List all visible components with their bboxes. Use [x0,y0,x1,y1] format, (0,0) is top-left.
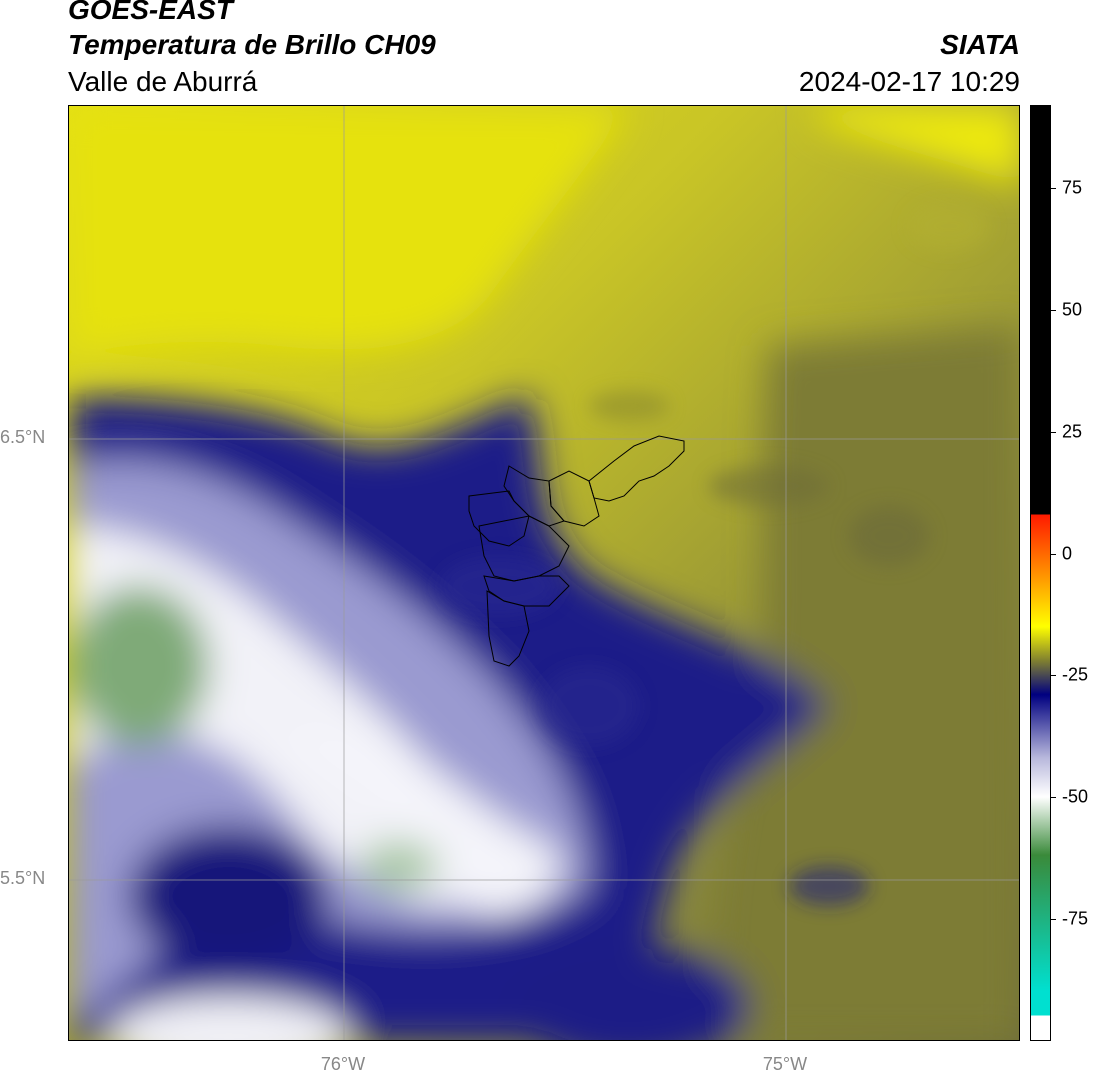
white-cloud-south [269,727,560,914]
title-region: Valle de Aburrá [68,66,258,97]
texture-blob [589,391,669,421]
colorbar-tick-label: 50 [1062,299,1083,320]
texture-blob [789,866,869,906]
green-cold-top [69,586,209,746]
brand-label: SIATA [940,29,1020,60]
cloud-field [69,106,1019,1040]
texture-blob [539,666,639,746]
navy-core-south-east [509,946,749,1040]
boundary-west [468,490,530,547]
lon-label-76: 76°W [320,1054,366,1074]
map-panel [68,105,1020,1041]
lat-label-6.5: 6.5°N [0,427,46,447]
boundary-north-west [503,465,565,527]
boundary-central [478,515,570,582]
lat-label-5.5: 5.5°N [0,868,46,888]
texture-blob [709,466,829,506]
colorbar-tick-mark [1050,309,1056,311]
map-svg [69,106,1019,1040]
boundary-south [486,590,530,667]
colorbar-tick-mark [1050,431,1056,433]
green-cold-top-south [359,841,439,891]
colorbar-tick-label: 25 [1062,421,1083,442]
gridlines [69,106,1019,1040]
colorbar-tick-mark [1050,553,1056,555]
texture-blob [849,506,929,566]
texture [439,201,989,906]
texture-blob [439,556,559,616]
colorbar-tick-label: -50 [1062,786,1089,807]
timestamp-label: 2024-02-17 10:29 [798,66,1020,97]
colorbar-tick-mark [1050,187,1056,189]
colorbar-tick-label: 0 [1062,543,1073,563]
colorbar-tick-mark [1050,797,1056,799]
navy-core-south [129,826,329,966]
white-bottom [109,996,349,1040]
colorbar-tick-label: -75 [1062,908,1089,929]
lon-label-75: 75°W [762,1054,808,1074]
boundary-north-east [588,435,685,502]
colorbar [1030,105,1051,1041]
top-right-yellow [809,106,1019,186]
colorbar-tick-label: 75 [1062,177,1083,198]
municipality-boundaries [468,435,685,667]
texture-blob [909,201,989,251]
boundary-south-central [483,575,570,607]
colorbar-tick-mark [1050,919,1056,921]
colorbar-tick-mark [1050,675,1056,677]
colorbar-tick-label: -25 [1062,664,1089,685]
title-product: Temperatura de Brillo CH09 [68,29,436,60]
bright-yellow-zone [69,106,629,356]
title-satellite: GOES-EAST [68,0,233,25]
